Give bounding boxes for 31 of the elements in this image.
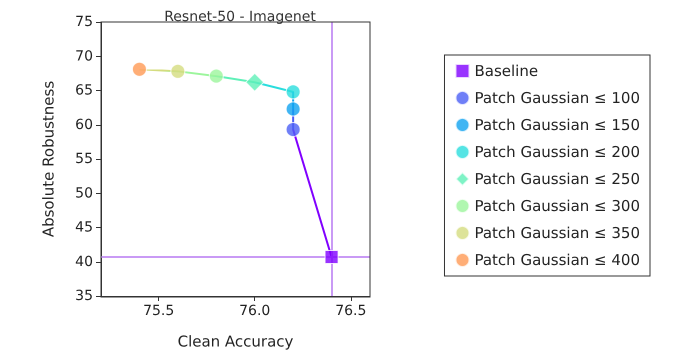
y-tick-label: 70 <box>75 48 93 64</box>
legend-label: Patch Gaussian ≤ 350 <box>474 224 640 242</box>
y-tick-label: 75 <box>75 14 93 30</box>
y-tick-label: 45 <box>75 220 93 236</box>
y-tick-label: 35 <box>75 288 93 304</box>
legend-label: Patch Gaussian ≤ 250 <box>474 170 640 188</box>
y-tick-label: 55 <box>75 151 93 167</box>
legend-label: Patch Gaussian ≤ 400 <box>474 251 640 269</box>
y-tick-label: 60 <box>75 116 93 133</box>
point <box>170 64 186 79</box>
point <box>245 72 264 92</box>
y-tick-label: 65 <box>75 82 93 98</box>
legend-label: Patch Gaussian ≤ 200 <box>474 143 640 161</box>
point <box>208 68 224 84</box>
y-tick-label: 50 <box>75 185 93 202</box>
x-tick-label: 76.5 <box>335 303 366 319</box>
point <box>132 62 147 77</box>
legend-label: Patch Gaussian ≤ 300 <box>474 197 640 215</box>
legend-label: Patch Gaussian ≤ 100 <box>474 89 640 107</box>
x-tick-label: 75.5 <box>143 303 174 319</box>
legend-label: Baseline <box>474 62 538 80</box>
legend-label: Patch Gaussian ≤ 150 <box>474 116 640 134</box>
y-axis-title: Absolute Robustness <box>40 80 58 238</box>
x-axis-title: Clean Accuracy <box>178 332 294 350</box>
point <box>286 84 301 100</box>
point <box>324 250 339 264</box>
y-tick-label: 40 <box>75 254 93 270</box>
chart-title: Resnet-50 - Imagenet <box>164 9 316 25</box>
x-tick-label: 76.0 <box>239 303 270 319</box>
point <box>286 122 301 138</box>
point <box>286 102 301 116</box>
